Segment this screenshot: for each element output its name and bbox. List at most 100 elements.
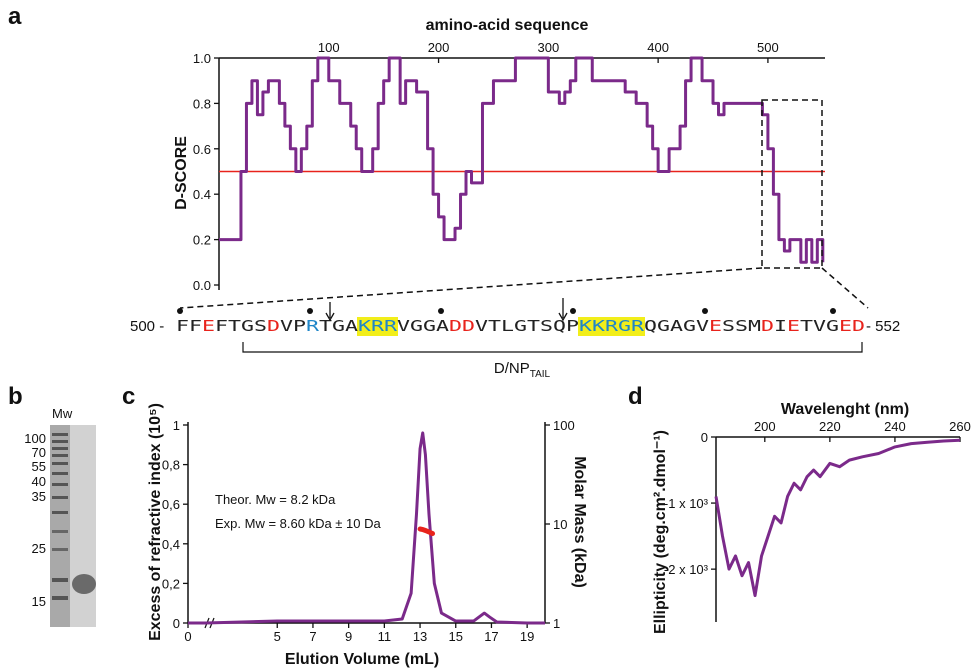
panel-label-b: b [8,383,23,410]
panel-label-c: c [122,383,135,410]
sequence-segment: SSM [722,317,761,335]
zoom-connector-right [821,267,869,309]
d-y-ticks: 0 -1 x 10³ -2 x 10³ [664,430,716,577]
region-bracket [242,342,863,353]
d-y-tick-label: -2 x 10³ [664,562,709,577]
c-y-tick-label: 0 [173,616,180,631]
sequence-segment: FTGS [215,317,267,335]
d-x-tick-label: 200 [754,419,776,434]
c-x-tick-label: 7 [309,629,316,644]
x-tick-label: 100 [318,40,340,55]
sequence-segment: FF [176,317,202,335]
refractive-index-trace [188,431,545,625]
sequence-segment: E [202,317,215,335]
marker-dot [830,308,836,314]
d-y-tick-label: 0 [701,430,708,445]
c-y2-ticks: 1 10 100 [545,418,575,631]
c-y2-axis-title: Molar Mass (kDa) [571,456,588,588]
c-y-tick-label: 0,8 [162,458,180,473]
c-x-tick-label: 19 [520,629,534,644]
sequence-tail: 500 - FF E FTGS D VP R TGA KRR VGGA DD VTLGTSQP KKR… [130,298,900,380]
x-tick-label: 300 [537,40,559,55]
d-x-ticks: 200 220 240 260 [754,419,971,442]
d-x-tick-label: 240 [884,419,906,434]
y-tick-label: 1.0 [193,51,211,66]
c-y2-tick-label: 100 [553,418,575,433]
mw-marker: 40 [32,474,46,489]
panel-label-d: d [628,383,643,410]
motif-highlight [357,317,398,336]
disorder-plot: amino-acid sequence D-SCORE 100 200 300 400… [173,17,869,309]
sequence-segment: KRR [358,317,398,335]
down-arrow-icon [325,312,335,322]
c-y-tick-label: 0,2 [162,576,180,591]
ladder-lane [50,425,70,627]
c-x-tick-label: 13 [413,629,427,644]
sequence-segment: KKRGR [579,317,645,335]
c-x-tick-label: 5 [274,629,281,644]
x-tick-label: 500 [757,40,779,55]
marker-dot [702,308,708,314]
sequence-segment: VP [280,317,306,335]
protein-band [72,574,96,594]
mw-marker: 15 [32,594,46,609]
y-tick-label: 0.0 [193,278,211,293]
c-x-tick-label: 0 [184,629,191,644]
c-x-tick-label: 15 [449,629,463,644]
mw-marker: 35 [32,489,46,504]
sec-mals-plot: 0 5 7 9 11 13 15 17 19 0 0,2 0,4 0,6 0,8 1 1 10 100 The… [147,403,588,668]
sequence-segment: DD [449,317,475,335]
molar-mass-trace [417,526,436,537]
d-x-tick-label: 220 [819,419,841,434]
sequence-segment: VTLGTSQP [475,317,579,335]
mw-marker: 100 [24,431,46,446]
top-axis-title: amino-acid sequence [426,17,589,34]
d-y-axis-title: Ellipticity (deg.cm².dmol⁻¹) [652,430,669,634]
c-y2-tick-label: 1 [553,616,560,631]
y-axis-title: D-SCORE [173,136,190,210]
c-y-tick-label: 0,4 [162,537,180,552]
c-x-axis-title: Elution Volume (mL) [285,651,439,668]
c-x-tick-label: 9 [345,629,352,644]
d-y-tick-label: -1 x 10³ [664,496,709,511]
panel-label-a: a [8,3,22,30]
c-x-ticks: 0 5 7 9 11 13 15 17 19 [184,623,534,644]
c-y-tick-label: 1 [173,418,180,433]
seq-start-number: 500 - [130,318,164,335]
d-x-axis-title: Wavelenght (nm) [781,401,909,418]
sequence-text: FF E FTGS D VP R TGA KRR VGGA DD VTLGTSQP KKRGR QGAG… [176,317,865,335]
mw-marker: 25 [32,541,46,556]
sequence-segment: TVG [800,317,839,335]
y-axis-ticks: 0.0 0.2 0.4 0.6 0.8 1.0 [193,51,219,293]
c-y-axis-title: Excess of refractive index (10⁵) [147,403,164,641]
sequence-segment: ED [839,317,865,335]
c-x-tick-label: 11 [378,629,392,644]
down-arrow-icon [558,312,568,322]
sequence-segment: QGAGV [644,317,709,335]
x-tick-label: 400 [647,40,669,55]
top-axis-ticks: 100 200 300 400 500 [318,40,779,63]
theoretical-mw-note: Theor. Mw = 8.2 kDa [215,492,336,507]
marker-dot [438,308,444,314]
sequence-segment: I [774,317,787,335]
c-y-tick-label: 0,6 [162,497,180,512]
zoom-connector-left [179,267,763,309]
mw-marker: 70 [32,445,46,460]
mw-marker: 55 [32,459,46,474]
mw-marker-labels: 100 70 55 40 35 25 15 [24,431,46,609]
cd-spectrum-plot: Wavelenght (nm) Ellipticity (deg.cm².dmo… [652,401,971,634]
motif-highlight [578,317,645,336]
c-y-ticks: 0 0,2 0,4 0,6 0,8 1 [162,418,188,631]
ellipticity-trace [714,438,961,598]
c-y2-tick-label: 10 [553,517,567,532]
marker-dot [307,308,313,314]
sequence-segment: TGA [319,317,358,335]
experimental-mw-note: Exp. Mw = 8.60 kDa ± 10 Da [215,516,382,531]
zoom-box [761,99,823,269]
sequence-segment: E [787,317,800,335]
sequence-segment: R [306,317,320,335]
residue-markers [177,308,836,314]
y-tick-label: 0.4 [193,187,211,202]
sequence-segment: E [709,317,722,335]
